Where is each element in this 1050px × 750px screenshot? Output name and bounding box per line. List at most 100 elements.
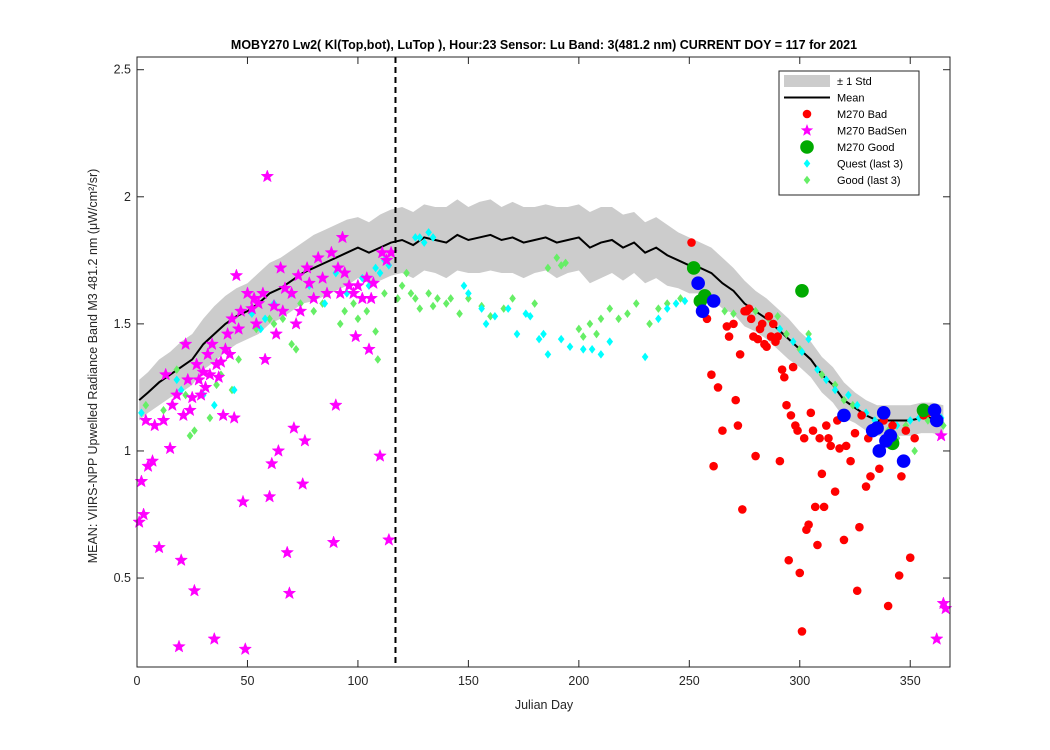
good-last3-diamond (354, 314, 362, 324)
bad-dot (751, 451, 760, 461)
badsen-star (359, 270, 374, 284)
badsen-star (185, 390, 200, 404)
badsen-star (278, 281, 292, 295)
good-last3-diamond (655, 304, 662, 313)
bad-dot (777, 365, 787, 374)
badsen-star (178, 336, 193, 351)
bad-dot (883, 601, 893, 611)
bad-dot (797, 627, 807, 636)
badsen-star (183, 403, 197, 417)
badsen-star (366, 275, 381, 290)
good-last3-diamond (297, 299, 304, 308)
bad-dot (788, 362, 798, 372)
good-dot-blue (870, 421, 884, 435)
badsen-star (331, 260, 345, 274)
good-last3-diamond (336, 319, 344, 329)
good-dot-blue (896, 454, 911, 468)
quest-diamond (672, 299, 680, 308)
x-axis-label: Julian Day (515, 698, 574, 712)
good-last3-diamond (206, 413, 214, 423)
badsen-star (256, 286, 270, 300)
quest-diamond (257, 324, 265, 334)
quest-diamond (460, 281, 468, 291)
good-last3-diamond (456, 309, 463, 319)
bad-dot (821, 421, 831, 430)
x-tick-label: 50 (241, 674, 255, 688)
good-last3-diamond (407, 289, 415, 298)
bad-dot (846, 456, 855, 466)
good-last3-diamond (721, 306, 728, 316)
good-last3-diamond (544, 263, 552, 273)
badsen-star (929, 631, 944, 645)
good-last3-diamond (292, 344, 300, 354)
bad-dot (861, 482, 871, 491)
good-last3-diamond (752, 306, 759, 316)
quest-diamond (681, 296, 689, 306)
badsen-star (311, 250, 325, 264)
legend: ± 1 Std Mean M270 Bad M270 BadSen M270 Good Q… (778, 70, 920, 196)
bad-dot (839, 535, 849, 545)
bad-dot (775, 456, 785, 466)
quest-diamond (893, 421, 901, 430)
good-last3-diamond (586, 319, 594, 329)
badsen-star (300, 260, 314, 274)
axes-frame (136, 56, 951, 668)
good-last3-diamond (796, 344, 804, 354)
good-last3-diamond (911, 446, 918, 456)
quest-diamond (540, 329, 547, 339)
bad-dot (709, 461, 718, 471)
quest-diamond (465, 289, 472, 298)
bad-dot (905, 553, 915, 563)
bad-dot (815, 433, 824, 443)
bad-dot (764, 311, 774, 321)
good-last3-diamond (252, 324, 260, 334)
good-dot-blue (872, 444, 887, 458)
bad-dot (718, 426, 727, 435)
bad-dot (852, 586, 862, 596)
quest-diamond (332, 268, 340, 278)
bad-dot (753, 334, 763, 344)
quest-diamond (420, 238, 428, 247)
x-tick-label: 200 (568, 674, 589, 688)
quest-diamond (504, 304, 512, 313)
bad-dot (795, 568, 805, 578)
good-last3-diamond (632, 299, 640, 308)
quest-diamond (385, 261, 393, 270)
badsen-star (218, 342, 233, 356)
good-last3-diamond (429, 301, 437, 311)
badsen-star (192, 372, 206, 386)
good-last3-diamond (593, 329, 600, 339)
badsen-star (320, 286, 334, 300)
good-last3-diamond (924, 416, 932, 425)
bad-dot (901, 426, 911, 435)
badsen-star (187, 583, 202, 597)
bad-dot (804, 520, 813, 529)
quest-diamond (579, 344, 587, 354)
quest-diamond (906, 416, 914, 425)
bad-dot (746, 314, 756, 324)
good-dot-blue (706, 294, 721, 308)
badsen-star (251, 296, 266, 310)
bad-dot (733, 421, 743, 430)
good-last3-diamond (575, 324, 583, 334)
bad-dot (744, 304, 754, 313)
badsen-star (275, 303, 290, 317)
good-last3-diamond (624, 309, 631, 319)
badsen-star (238, 642, 253, 656)
x-tick-label: 0 (134, 674, 141, 688)
badsen-star (222, 347, 237, 361)
badsen-star (152, 540, 166, 554)
bad-dot (729, 319, 738, 329)
bad-dot (799, 433, 809, 443)
std-band (139, 199, 944, 436)
bad-dot (757, 319, 767, 329)
legend-label: Mean (837, 93, 865, 105)
badsen-star (163, 441, 177, 455)
badsen-star (379, 253, 394, 267)
badsen-star (348, 329, 363, 343)
good-last3-diamond (372, 327, 379, 336)
quest-diamond (789, 337, 797, 346)
quest-diamond (776, 324, 784, 334)
quest-diamond (372, 263, 379, 273)
y-tick-label: 1.5 (114, 317, 131, 331)
